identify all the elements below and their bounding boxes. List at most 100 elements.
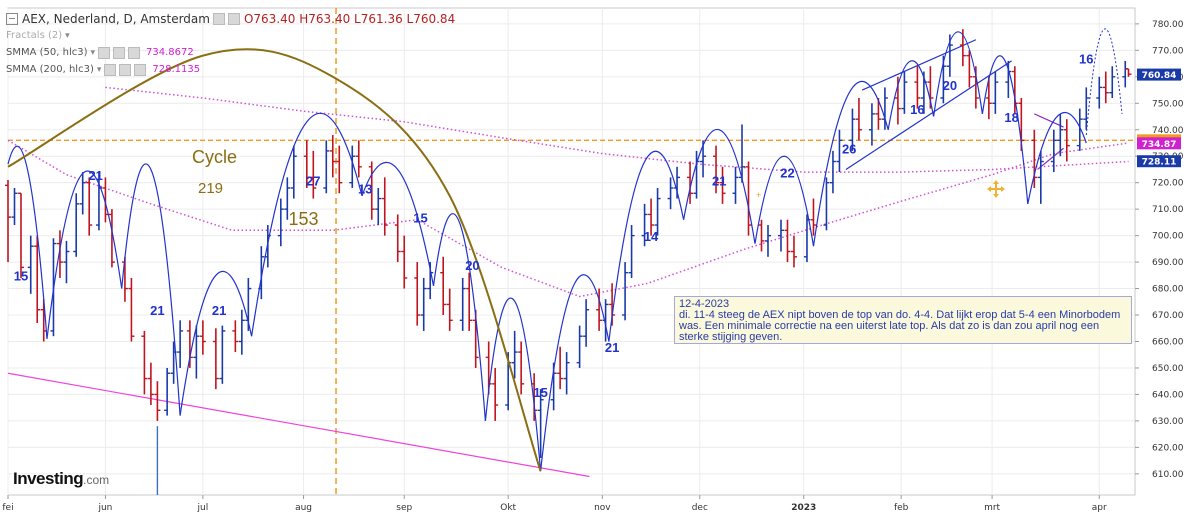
- cycle-count-label: 18: [1004, 110, 1018, 125]
- ohlc-bar: [193, 325, 200, 379]
- x-tick-label: 2023: [791, 503, 816, 513]
- x-tick-label: nov: [594, 503, 611, 513]
- y-tick-label: 770.00: [1152, 46, 1184, 56]
- x-tick-label: Okt: [500, 503, 516, 513]
- cycle-count-label: 14: [644, 229, 659, 244]
- minor-cycle-arc: [754, 155, 815, 247]
- visibility-icon[interactable]: [104, 63, 117, 76]
- ohlc-bar: [355, 140, 362, 178]
- minor-cycle-arc: [812, 80, 889, 247]
- smma200-row[interactable]: SMMA (200, hlc3) ▾ 728.1135: [6, 61, 455, 78]
- cycle-count-label: 15: [533, 385, 547, 400]
- y-tick-label: 750.00: [1152, 99, 1184, 109]
- smma200-value: 728.1135: [152, 64, 201, 75]
- close-icon[interactable]: [134, 63, 147, 76]
- y-tick-label: 780.00: [1152, 20, 1184, 30]
- move-handle-icon[interactable]: [987, 180, 1005, 198]
- ohlc-bar: [849, 108, 856, 151]
- annotation-note[interactable]: 12-4-2023 di. 11-4 steeg de AEX nipt bov…: [674, 296, 1132, 344]
- ohlc-bar: [73, 193, 80, 257]
- minor-cycle-arc: [887, 60, 935, 130]
- ohlc-bar: [1083, 87, 1090, 130]
- cycle-count-label: 20: [465, 258, 479, 273]
- smma50-value: 734.8672: [146, 47, 194, 58]
- price-tag: 728.11: [1137, 155, 1181, 168]
- forecast-arc: [1085, 28, 1123, 136]
- x-tick-label: feb: [894, 503, 909, 513]
- ohlc-bar: [394, 214, 401, 263]
- minor-cycle-arc: [7, 145, 48, 339]
- minor-cycle-arc: [251, 112, 363, 337]
- ohlc-bar: [914, 66, 921, 109]
- ohlc-bar: [628, 225, 635, 278]
- ohlc-bar: [1037, 150, 1044, 204]
- smma50-row[interactable]: SMMA (50, hlc3) ▾ 734.8672: [6, 44, 455, 61]
- ohlc-bar: [745, 161, 752, 236]
- ohlc-bar: [323, 140, 330, 194]
- grid: [7, 7, 1136, 496]
- price-tag-bg: [1137, 155, 1181, 168]
- ohlc-bar: [992, 71, 999, 114]
- ohlc-bar: [154, 381, 161, 421]
- caret-icon[interactable]: ▾: [90, 47, 96, 58]
- ohlc-bar: [1076, 108, 1083, 151]
- ohlc-bar: [654, 187, 661, 236]
- ohlc-bar: [1102, 71, 1109, 104]
- ohlc-values: O763.40 H763.40 L761.36 L760.84: [243, 11, 456, 26]
- ohlc-bar: [576, 325, 583, 368]
- ohlc-bar: [777, 219, 784, 252]
- ohlc-bar: [219, 325, 226, 384]
- y-tick-label: 700.00: [1152, 232, 1184, 242]
- ohlc-bar: [141, 330, 148, 395]
- price-tag-bg: [1137, 68, 1181, 81]
- ohlc-bar: [836, 129, 843, 173]
- ohlc-bar: [648, 198, 655, 236]
- ohlc-bar: [1057, 113, 1064, 157]
- ohlc-bar: [238, 309, 245, 355]
- logo-name: Investing: [13, 469, 84, 488]
- visibility-icon[interactable]: [98, 46, 111, 59]
- x-tick-label: aug: [295, 503, 312, 513]
- fractals-row[interactable]: Fractals (2) ▾: [6, 27, 455, 44]
- close-icon[interactable]: [128, 46, 141, 59]
- settings-icon[interactable]: [119, 63, 132, 76]
- settings-icon[interactable]: [113, 46, 126, 59]
- caret-icon[interactable]: ▾: [65, 30, 70, 41]
- minor-cycle-arc: [432, 213, 486, 421]
- ohlc-bar: [63, 240, 70, 284]
- cycle-count-label: 21: [212, 303, 226, 318]
- ohlc-bar: [108, 209, 115, 268]
- minor-cycle-arc: [46, 170, 123, 339]
- ohlc-bar: [855, 97, 862, 141]
- cycle-count: 219: [198, 180, 223, 197]
- minor-cycle-arc: [683, 129, 756, 244]
- symbol-title: AEX, Nederland, D, Amsterdam: [22, 11, 210, 26]
- ohlc-bar: [875, 97, 882, 130]
- collapse-icon[interactable]: [6, 12, 18, 25]
- minor-cycle-arc: [1027, 111, 1087, 205]
- visibility-icon[interactable]: [212, 12, 225, 25]
- minor-cycle-arc: [179, 270, 253, 416]
- ohlc-bar: [164, 367, 171, 416]
- ohlc-bar: [277, 198, 284, 247]
- ohlc-bar: [810, 198, 817, 236]
- x-tick-label: mrt: [984, 503, 1000, 513]
- ohlc-bar: [102, 177, 109, 223]
- ohlc-bar: [446, 288, 453, 331]
- y-tick-label: 630.00: [1152, 417, 1184, 427]
- ohlc-bar: [1122, 60, 1129, 88]
- cycle-count-label: 22: [780, 165, 794, 180]
- ohlc-bar: [622, 262, 629, 321]
- ohlc-bar: [34, 235, 41, 323]
- x-tick-label: jun: [97, 503, 112, 513]
- note-date: 12-4-2023: [679, 298, 730, 310]
- ohlc-bar: [823, 177, 830, 231]
- ohlc-bar: [86, 177, 93, 236]
- settings-icon[interactable]: [227, 12, 240, 25]
- caret-icon[interactable]: ▾: [96, 64, 102, 75]
- trendline: [1034, 113, 1064, 128]
- cycle-count-label: 20: [943, 78, 957, 93]
- ohlc-bar: [518, 341, 525, 395]
- smma200-label: SMMA (200, hlc3): [6, 64, 94, 75]
